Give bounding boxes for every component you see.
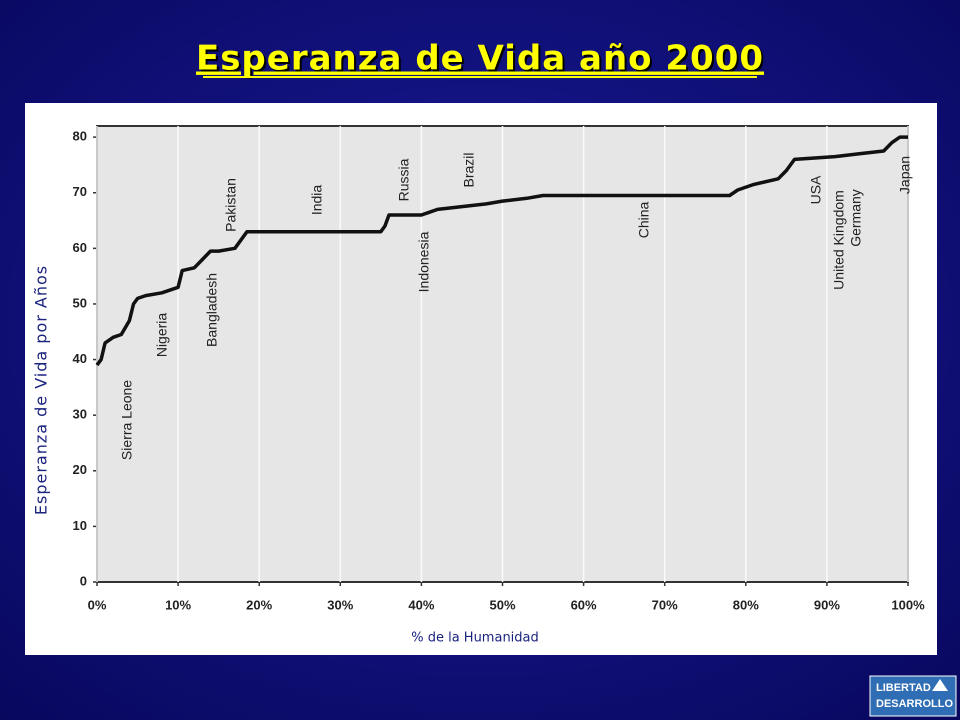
- x-tick-label: 90%: [814, 597, 840, 612]
- annotation: Germany: [848, 189, 864, 247]
- annotation: Pakistan: [223, 178, 239, 232]
- y-tick-label: 70: [73, 184, 87, 199]
- y-tick-label: 50: [73, 295, 87, 310]
- annotation: Japan: [897, 156, 913, 194]
- x-tick-label: 70%: [652, 597, 678, 612]
- y-tick-label: 80: [73, 129, 87, 144]
- title-shadow: Esperanza de Vida año 2000: [198, 41, 766, 81]
- x-tick-label: 40%: [408, 597, 434, 612]
- annotation: Nigeria: [154, 313, 170, 358]
- x-tick-label: 80%: [733, 597, 759, 612]
- data-line: [95, 135, 908, 367]
- logo-text: DESARROLLO: [876, 698, 953, 710]
- x-tick-label: 10%: [165, 597, 191, 612]
- x-tick-label: 30%: [327, 597, 353, 612]
- annotation: Brazil: [461, 152, 477, 187]
- y-tick-label: 10: [73, 518, 87, 533]
- annotation: Indonesia: [416, 231, 432, 292]
- y-tick-label: 0: [80, 573, 87, 588]
- y-axis-title: Esperanza de Vida por Años: [32, 265, 51, 515]
- annotation: Sierra Leone: [119, 380, 135, 460]
- x-tick-label: 0%: [88, 597, 107, 612]
- y-tick-label: 40: [73, 351, 87, 366]
- annotation: China: [636, 202, 652, 239]
- logo-text: LIBERTAD: [876, 682, 931, 694]
- x-tick-label: 100%: [891, 597, 925, 612]
- annotation: Bangladesh: [204, 273, 220, 347]
- annotation: United Kingdom: [831, 190, 847, 290]
- x-tick-label: 50%: [489, 597, 515, 612]
- y-tick-label: 60: [73, 240, 87, 255]
- y-tick-label: 30: [73, 407, 87, 422]
- annotation: USA: [808, 175, 824, 204]
- annotation: Russia: [396, 158, 412, 201]
- y-tick-label: 20: [73, 462, 87, 477]
- logo-icon: [932, 679, 948, 691]
- x-axis-title: % de la Humanidad: [411, 631, 539, 646]
- x-tick-label: 60%: [571, 597, 597, 612]
- annotation: India: [309, 185, 325, 216]
- plot: 0 10 20 30 40 50 60 70 80 0% 10% 20% 30% 40% 50% 60% 70%…: [73, 125, 925, 612]
- chart-title: Esperanza de Vida año 2000: [196, 39, 764, 79]
- x-tick-label: 20%: [246, 597, 272, 612]
